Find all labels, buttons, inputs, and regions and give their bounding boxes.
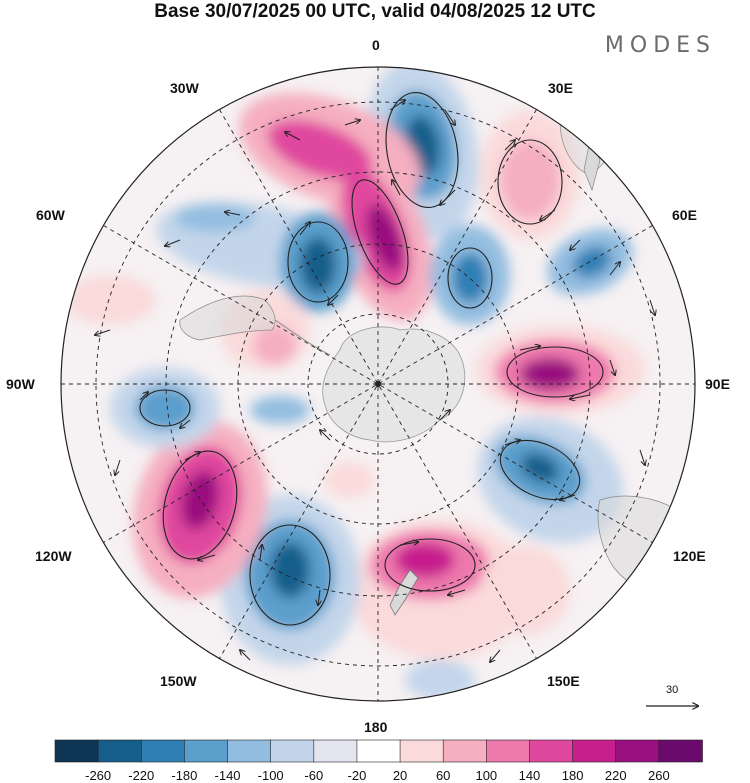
colorbar-tick-label: 180 xyxy=(561,768,584,783)
lon-label-90e: 90E xyxy=(705,376,730,392)
colorbar-tick-label: 20 xyxy=(392,768,408,783)
lon-label-60w: 60W xyxy=(36,207,65,223)
colorbar-swatch xyxy=(140,739,186,763)
colorbar-tick-label: -140 xyxy=(214,768,241,783)
colorbar-tick-label: -220 xyxy=(128,768,155,783)
map-title: Base 30/07/2025 00 UTC, valid 04/08/2025… xyxy=(154,1,596,22)
colorbar-swatch xyxy=(313,739,358,763)
colorbar-swatch xyxy=(615,739,660,763)
reference-vector-label: 30 xyxy=(666,684,679,696)
colorbar-tick-label: 220 xyxy=(604,768,627,783)
colorbar-swatch xyxy=(356,739,401,763)
new-zealand xyxy=(389,569,419,616)
modes-logo: MODES xyxy=(604,33,716,58)
colorbar-swatch xyxy=(227,739,272,763)
lon-label-30w: 30W xyxy=(170,80,199,96)
lon-label-150w: 150W xyxy=(160,673,197,689)
colorbar-swatch xyxy=(399,739,445,763)
colorbar xyxy=(54,739,703,763)
colorbar-tick-label: -260 xyxy=(85,768,112,783)
colorbar-tick-label: 140 xyxy=(518,768,541,783)
colorbar-tick-label: -100 xyxy=(257,768,284,783)
map-boundary xyxy=(60,66,696,702)
lon-label-30e: 30E xyxy=(548,80,573,96)
lon-label-120w: 120W xyxy=(35,548,72,564)
colorbar-tick-label: 60 xyxy=(435,768,451,783)
lon-label-150e: 150E xyxy=(547,673,580,689)
south-pole-marker xyxy=(375,381,381,387)
colorbar-swatch xyxy=(572,739,617,763)
colorbar-tick-label: 100 xyxy=(475,768,498,783)
colorbar-swatch xyxy=(658,739,703,763)
colorbar-swatch xyxy=(184,739,229,763)
lon-label-120e: 120E xyxy=(673,548,706,564)
lon-label-90w: 90W xyxy=(6,376,35,392)
colorbar-tick-label: 260 xyxy=(648,768,670,783)
antarctic-peninsula xyxy=(274,319,331,356)
contours xyxy=(139,92,604,626)
south-america-tip xyxy=(179,295,276,341)
wind-vectors xyxy=(95,100,655,662)
colorbar-swatch xyxy=(270,739,315,763)
lon-label-180: 180 xyxy=(364,719,388,735)
lon-label-60e: 60E xyxy=(672,207,697,223)
colorbar-swatch xyxy=(486,739,531,763)
colorbar-swatch xyxy=(54,739,99,763)
colorbar-tick-label: -180 xyxy=(171,768,198,783)
lon-label-0: 0 xyxy=(372,37,380,53)
colorbar-swatch xyxy=(97,739,143,763)
graticule xyxy=(61,67,695,701)
colorbar-swatch xyxy=(442,739,488,763)
colorbar-tick-label: -60 xyxy=(304,768,324,783)
colorbar-tick-label: -20 xyxy=(347,768,367,783)
colorbar-swatch xyxy=(529,739,574,763)
